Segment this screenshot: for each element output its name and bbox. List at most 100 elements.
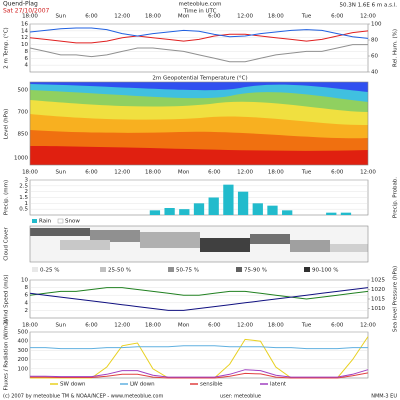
legend-swatch bbox=[57, 218, 64, 224]
bar bbox=[223, 184, 234, 215]
legend-label: LW down bbox=[130, 382, 155, 388]
time-label: Sun bbox=[55, 323, 66, 329]
y-tick-label: 500 bbox=[18, 330, 29, 336]
bar bbox=[267, 205, 278, 215]
y-tick-label: 100 bbox=[18, 366, 29, 372]
y-tick-label: 300 bbox=[18, 348, 29, 354]
y-tick-label: 6 bbox=[25, 56, 29, 62]
time-label: 6:00 bbox=[208, 170, 221, 176]
y-tick-label: 0.5 bbox=[19, 207, 28, 213]
time-label: 6:00 bbox=[331, 170, 344, 176]
y-tick-label: 10 bbox=[21, 42, 28, 48]
series-line bbox=[30, 372, 369, 379]
copyright: (c) 2007 by meteoblue TM & NOAA/NCEP - w… bbox=[3, 394, 163, 400]
site: meteoblue.com bbox=[178, 2, 221, 8]
time-label: 12:00 bbox=[360, 14, 376, 20]
cloud-panel bbox=[29, 225, 369, 263]
cloud-y-label: Cloud Cover bbox=[4, 226, 10, 260]
series-line bbox=[30, 369, 369, 378]
legend-label: Rain bbox=[39, 219, 52, 225]
time-label: Tue bbox=[301, 170, 312, 176]
y-label: Precip. (mm) bbox=[4, 180, 10, 215]
time-label: Sun bbox=[55, 170, 66, 176]
time-label: 12:00 bbox=[360, 323, 376, 329]
legend-label: latent bbox=[270, 382, 287, 388]
level-label: 500 bbox=[18, 88, 29, 94]
time-label: 12:00 bbox=[114, 323, 130, 329]
y-tick-label: 4 bbox=[25, 300, 29, 306]
cloud-legend-label: 0-25 % bbox=[40, 268, 59, 274]
time-label: 12:00 bbox=[237, 14, 253, 20]
y-tick-label: 4 bbox=[25, 63, 29, 69]
series-line bbox=[29, 44, 368, 63]
series-line bbox=[30, 345, 368, 350]
y-tick-label: 14 bbox=[21, 28, 28, 34]
time-label: 6:00 bbox=[85, 323, 98, 329]
time-label: 12:00 bbox=[237, 323, 253, 329]
y2-tick-label: 80 bbox=[371, 38, 378, 44]
time-label: 18:00 bbox=[22, 323, 38, 329]
legend-label: sensible bbox=[200, 382, 223, 388]
time-label: 18:00 bbox=[22, 170, 38, 176]
time-label: 18:00 bbox=[145, 14, 161, 20]
time-label: 6:00 bbox=[331, 14, 344, 20]
time-label: 6:00 bbox=[208, 14, 221, 20]
y2-label: Precip. Probab. bbox=[393, 177, 399, 218]
bar bbox=[252, 203, 263, 215]
date: Sat 27/10/2007 bbox=[3, 8, 50, 15]
model: NMM-3 EU bbox=[371, 394, 397, 400]
user: user: meteoblue bbox=[220, 394, 261, 400]
location: Quend-Plag bbox=[3, 1, 38, 8]
y-tick-label: 6 bbox=[25, 293, 29, 299]
legend-swatch bbox=[32, 219, 37, 223]
level-label: 850 bbox=[18, 132, 29, 138]
cloud-legend-label: 75-90 % bbox=[244, 268, 267, 274]
bar bbox=[208, 197, 219, 215]
time-label: Mon bbox=[178, 14, 190, 20]
bar bbox=[193, 203, 205, 215]
series-line bbox=[29, 287, 369, 300]
y-tick-label: 400 bbox=[18, 339, 29, 345]
y-tick-label: 12 bbox=[21, 35, 28, 41]
time-label: 12:00 bbox=[237, 170, 253, 176]
cloud-legend-label: 25-50 % bbox=[108, 268, 131, 274]
time-label: 6:00 bbox=[85, 170, 98, 176]
y-tick-label: 2 bbox=[25, 189, 29, 195]
profile-title: 2m Geopotential Temperature (°C) bbox=[152, 76, 247, 82]
level-label: 1000 bbox=[14, 156, 28, 162]
bar bbox=[326, 212, 337, 215]
time-label: Mon bbox=[178, 323, 190, 329]
y2-label: Sea level Pressure (hPa) bbox=[393, 266, 399, 332]
y-tick-label: 3 bbox=[25, 178, 29, 184]
y-label: Fluxes / Radiation (W/m2) bbox=[4, 319, 10, 390]
y2-tick-label: 60 bbox=[371, 54, 378, 60]
y-label: 2 m Temp. (°C) bbox=[4, 27, 10, 68]
profile-panel bbox=[29, 81, 369, 166]
legend-label: Snow bbox=[65, 219, 80, 225]
y2-tick-label: 1020 bbox=[371, 287, 385, 293]
time-label: 6:00 bbox=[208, 323, 221, 329]
series-line bbox=[29, 27, 369, 39]
series-line bbox=[29, 30, 369, 44]
time-label: Mon bbox=[178, 170, 190, 176]
time-label: 18:00 bbox=[268, 14, 284, 20]
y2-tick-label: 1010 bbox=[371, 306, 385, 312]
y2-label: Rel. Hum. (%) bbox=[393, 29, 399, 67]
y2-tick-label: 40 bbox=[371, 70, 378, 76]
legend-label: SW down bbox=[60, 382, 86, 388]
time-label: 12:00 bbox=[360, 170, 376, 176]
time-label: 12:00 bbox=[114, 170, 130, 176]
y-label: Wind Speed (m/s) bbox=[4, 275, 10, 324]
bar bbox=[237, 191, 249, 215]
bar bbox=[282, 210, 293, 215]
time-label: 18:00 bbox=[145, 170, 161, 176]
time-label: 18:00 bbox=[22, 14, 38, 20]
cloud-legend-label: 50-75 % bbox=[176, 268, 199, 274]
y-tick-label: 2.5 bbox=[19, 183, 28, 189]
y-tick-label: 1.5 bbox=[19, 195, 28, 201]
y2-tick-label: 1015 bbox=[371, 297, 385, 303]
y-tick-label: 2 bbox=[25, 308, 29, 314]
y2-tick-label: 100 bbox=[371, 22, 382, 28]
y-tick-label: 200 bbox=[18, 357, 29, 363]
